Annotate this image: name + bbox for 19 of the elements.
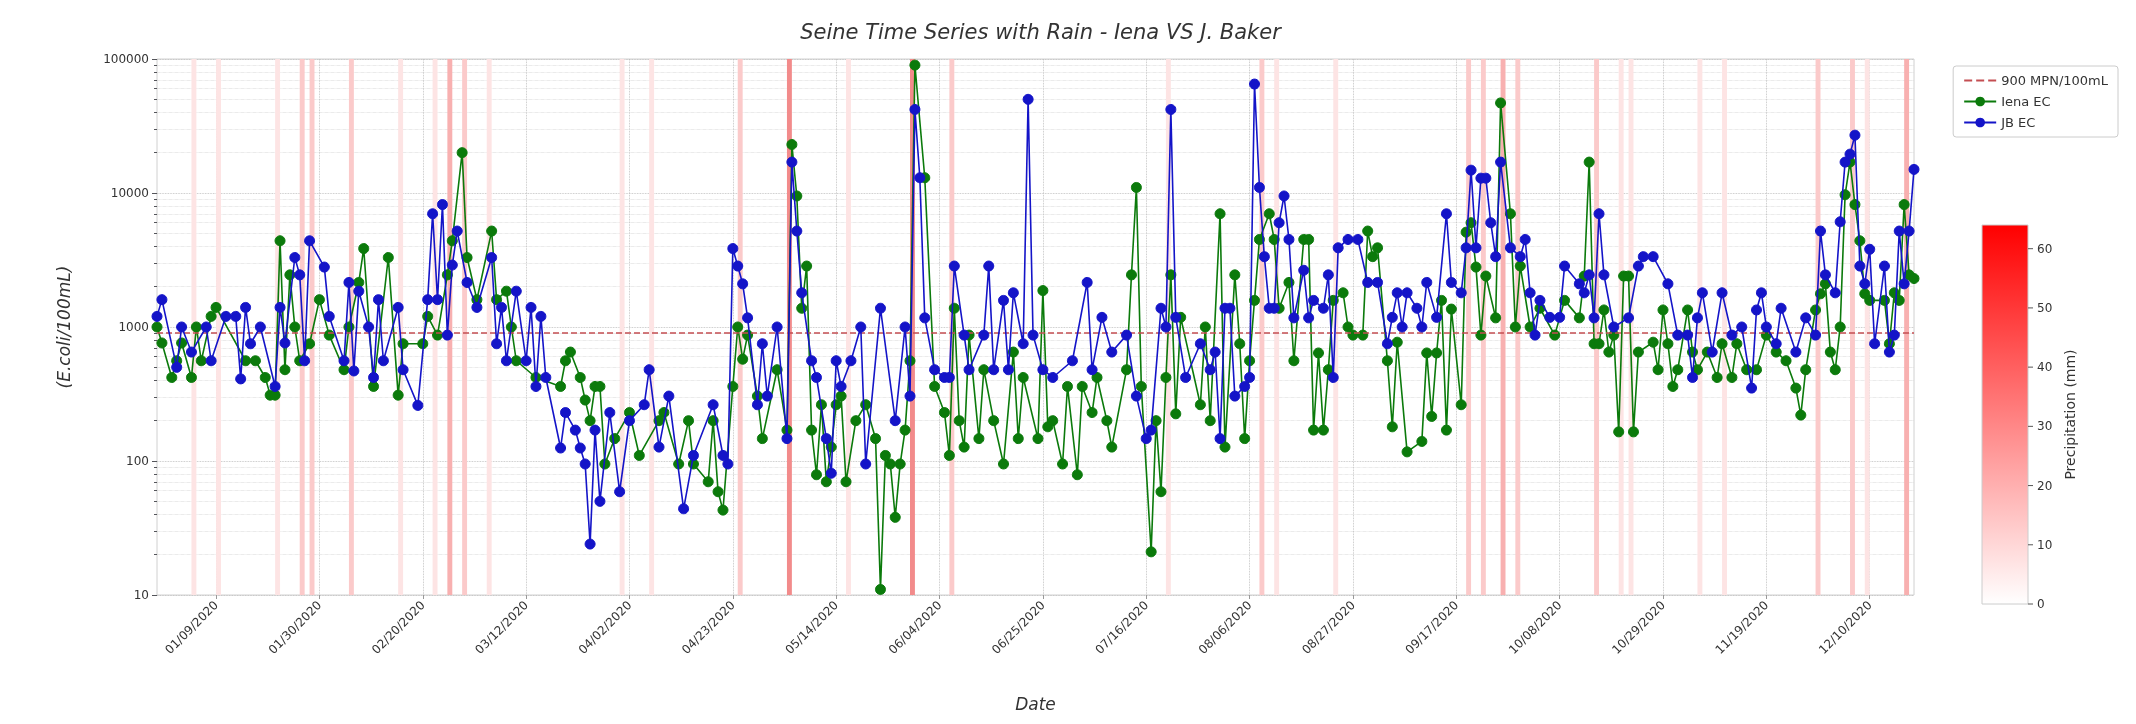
y-tick-label: 1000 (118, 320, 149, 334)
legend-label: 900 MPN/100mL (2001, 73, 2109, 88)
chart-title: Seine Time Series with Rain - Iena VS J. Baker (800, 19, 1283, 44)
color-bar-label: 60 (2037, 241, 2053, 256)
legend-label: JB EC (2000, 115, 2036, 130)
y-tick-label: 10 (133, 588, 149, 602)
color-bar-label: 30 (2037, 419, 2053, 434)
color-bar-label: 0 (2037, 597, 2045, 611)
x-axis-title: Date (1015, 693, 1056, 714)
color-bar-label: 20 (2037, 478, 2053, 493)
y-axis-title: (E.coli/100mL) (53, 265, 74, 389)
y-tick-label: 100 (126, 454, 149, 468)
color-bar-label: 50 (2037, 300, 2053, 315)
color-bar-label: 10 (2037, 537, 2053, 552)
color-bar-title: Precipitation (mm) (2062, 349, 2078, 480)
y-tick-label: 10000 (110, 186, 149, 200)
y-tick-label: 100000 (103, 52, 149, 66)
color-bar-label: 40 (2037, 360, 2053, 375)
legend-label: Iena EC (2001, 94, 2051, 109)
